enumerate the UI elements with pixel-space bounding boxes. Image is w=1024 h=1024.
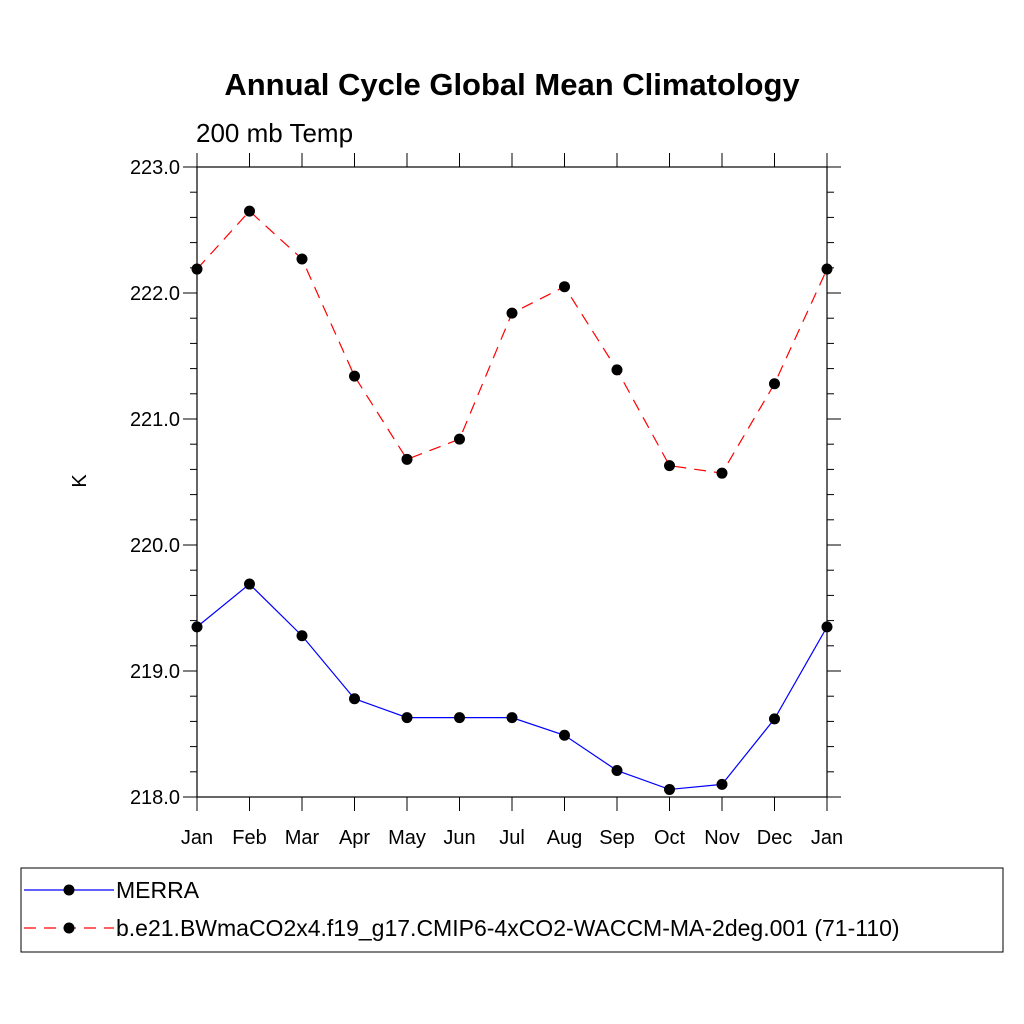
series-1 (191, 205, 833, 479)
x-tick-label: Jan (181, 827, 213, 849)
data-point (664, 460, 675, 472)
legend-item-0: MERRA (24, 877, 200, 903)
series-0 (191, 578, 833, 795)
series-layer (191, 205, 833, 795)
x-tick-label: Nov (704, 827, 740, 849)
y-tick-label: 219.0 (130, 661, 180, 683)
data-point (401, 453, 413, 465)
data-point (296, 253, 308, 265)
data-point (191, 263, 203, 275)
plot-frame (196, 166, 828, 798)
data-point (349, 693, 360, 705)
legend-box (20, 867, 1004, 953)
legend-label: MERRA (116, 877, 200, 903)
y-tick-label: 222.0 (130, 283, 180, 305)
data-point (454, 712, 465, 724)
chart-title: Annual Cycle Global Mean Climatology (224, 67, 800, 102)
x-tick-label: Jan (811, 827, 843, 849)
series-line (196, 210, 828, 474)
data-point (716, 467, 728, 479)
data-point (559, 281, 570, 293)
data-point (401, 712, 413, 724)
series-line (196, 583, 828, 791)
y-axis-label: K (69, 474, 91, 488)
x-tick-label: May (388, 827, 426, 849)
data-point (191, 621, 203, 633)
data-point (821, 621, 833, 633)
data-point (821, 263, 833, 275)
data-point (716, 778, 728, 790)
x-tick-label: Apr (339, 827, 370, 849)
data-point (296, 630, 308, 642)
data-point (559, 729, 570, 741)
chart-subtitle: 200 mb Temp (196, 118, 353, 148)
data-point (349, 370, 360, 382)
y-tick-label: 218.0 (130, 787, 180, 809)
x-tick-label: Oct (654, 827, 686, 849)
data-point (611, 364, 623, 376)
x-tick-label: Feb (232, 827, 266, 849)
data-point (244, 578, 255, 590)
x-tick-label: Sep (599, 827, 635, 849)
data-point (244, 205, 255, 217)
data-point (611, 765, 623, 777)
data-point (506, 307, 518, 319)
legend-item-1: b.e21.BWmaCO2x4.f19_g17.CMIP6-4xCO2-WACC… (24, 915, 900, 941)
data-point (506, 712, 518, 724)
legend-label: b.e21.BWmaCO2x4.f19_g17.CMIP6-4xCO2-WACC… (116, 915, 900, 941)
legend-marker (63, 922, 75, 934)
axes: 218.0 219.0 220.0 221.0 222.0 223.0 Jan Feb Mar A… (130, 153, 843, 849)
x-tick-label: Aug (547, 827, 583, 849)
legend-marker (63, 884, 75, 896)
data-point (454, 433, 465, 445)
y-tick-label: 220.0 (130, 535, 180, 557)
data-point (664, 783, 675, 795)
legend: MERRA b.e21.BWmaCO2x4.f19_g17.CMIP6-4xCO2… (24, 877, 900, 941)
x-tick-label: Dec (757, 827, 793, 849)
data-point (769, 378, 780, 390)
x-tick-label: Jul (499, 827, 525, 849)
x-tick-label: Mar (285, 827, 320, 849)
y-tick-label: 221.0 (130, 409, 180, 431)
data-point (769, 713, 780, 725)
y-tick-label: 223.0 (130, 157, 180, 179)
x-tick-label: Jun (443, 827, 475, 849)
